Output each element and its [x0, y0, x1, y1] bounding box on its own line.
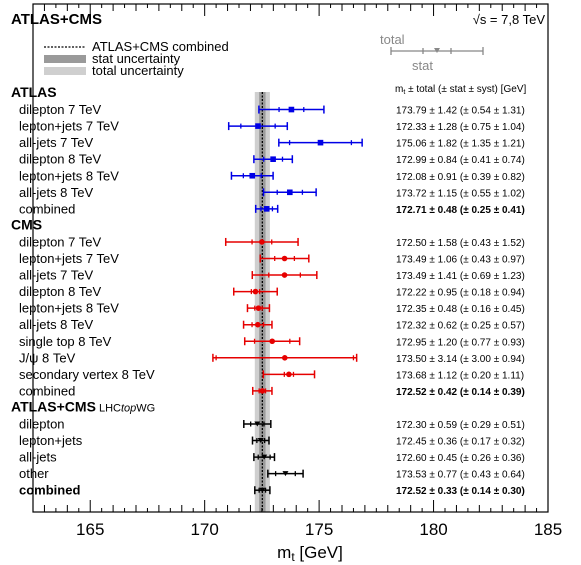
row-label: combined — [19, 483, 80, 498]
data-point — [282, 471, 289, 477]
values-column-header: mt ± total (± stat ± syst) [GeV] — [395, 84, 526, 96]
row-label: secondary vertex 8 TeV — [19, 367, 155, 382]
row-value-text: 173.68 ± 1.12 (± 0.20 ± 1.11) — [396, 370, 524, 381]
row-value-text: 172.60 ± 0.45 (± 0.26 ± 0.36) — [396, 453, 525, 464]
data-point — [269, 338, 275, 345]
row-value-text: 175.06 ± 1.82 (± 1.35 ± 1.21) — [396, 139, 525, 150]
row-label: dilepton 8 TeV — [19, 284, 101, 299]
data-point — [252, 288, 259, 295]
data-point — [257, 438, 264, 444]
group-header: ATLAS+CMS LHCtopWG — [11, 398, 155, 414]
data-point — [261, 454, 268, 460]
data-point — [255, 305, 262, 311]
error-key-marker — [434, 48, 440, 53]
row-value-text: 172.22 ± 0.95 (± 0.18 ± 0.94) — [396, 288, 525, 299]
row-value-text: 173.50 ± 3.14 (± 3.00 ± 0.94) — [396, 354, 525, 365]
row-value-text: 172.30 ± 0.59 (± 0.29 ± 0.51) — [396, 420, 525, 431]
row-label: all-jets — [19, 450, 57, 465]
error-key-stat-label: stat — [412, 58, 433, 73]
data-point — [259, 388, 266, 394]
row-label: lepton+jets — [19, 433, 83, 448]
data-point — [249, 172, 256, 179]
energy-label: √s = 7,8 TeV — [473, 12, 546, 27]
row-label: lepton+jets 7 TeV — [19, 251, 119, 266]
row-value-text: 172.52 ± 0.33 (± 0.14 ± 0.30) — [396, 486, 525, 497]
chart-title: ATLAS+CMS — [11, 11, 102, 28]
row-label: dilepton 7 TeV — [19, 234, 101, 249]
data-point — [254, 321, 261, 328]
data-point — [270, 156, 276, 162]
group-header: ATLAS — [11, 84, 57, 100]
row-label: all-jets 7 TeV — [19, 135, 94, 150]
row-label: all-jets 7 TeV — [19, 268, 94, 283]
row-label: all-jets 8 TeV — [19, 317, 94, 332]
row-label: lepton+jets 8 TeV — [19, 168, 119, 183]
row-label: lepton+jets 7 TeV — [19, 119, 119, 134]
group-header: CMS — [11, 216, 42, 232]
row-value-text: 172.08 ± 0.91 (± 0.39 ± 0.82) — [396, 172, 525, 183]
data-point — [281, 255, 288, 262]
row-value-text: 173.49 ± 1.41 (± 0.69 ± 1.23) — [396, 271, 525, 282]
x-tick-label: 170 — [190, 520, 218, 539]
row-value-text: 172.35 ± 0.48 (± 0.16 ± 0.45) — [396, 304, 525, 315]
row-value-text: 172.32 ± 0.62 (± 0.25 ± 0.57) — [396, 321, 525, 332]
x-tick-label: 175 — [305, 520, 333, 539]
row-label: J/ψ 8 TeV — [19, 350, 76, 365]
x-tick-label: 185 — [534, 520, 562, 539]
x-tick-label: 180 — [419, 520, 447, 539]
data-point — [255, 123, 261, 129]
x-axis-label: mt [GeV] — [277, 543, 343, 564]
row-value-text: 172.71 ± 0.48 (± 0.25 ± 0.41) — [396, 205, 525, 216]
row-label: single top 8 TeV — [19, 334, 112, 349]
row-label: other — [19, 466, 49, 481]
row-label: combined — [19, 201, 75, 216]
data-point — [254, 421, 261, 427]
row-label: lepton+jets 8 TeV — [19, 301, 119, 316]
data-point — [259, 487, 266, 493]
row-label: all-jets 8 TeV — [19, 185, 94, 200]
error-key-total-label: total — [380, 32, 405, 47]
row-label: dilepton 8 TeV — [19, 152, 101, 167]
legend-total-label: total uncertainty — [92, 63, 184, 78]
row-value-text: 172.45 ± 0.36 (± 0.17 ± 0.32) — [396, 437, 525, 448]
row-value-text: 172.52 ± 0.42 (± 0.14 ± 0.39) — [396, 387, 525, 398]
row-value-text: 173.53 ± 0.77 (± 0.43 ± 0.64) — [396, 470, 525, 481]
plot-frame — [32, 3, 549, 513]
row-label: dilepton 7 TeV — [19, 102, 101, 117]
row-value-text: 172.33 ± 1.28 (± 0.75 ± 1.04) — [396, 122, 525, 133]
data-point — [317, 139, 324, 146]
data-point — [263, 206, 270, 212]
row-label: dilepton — [19, 417, 65, 432]
data-point — [288, 106, 295, 113]
row-value-text: 172.50 ± 1.58 (± 0.43 ± 1.52) — [396, 238, 525, 249]
legend-combined-label: ATLAS+CMS combined — [92, 39, 229, 54]
legend-total-swatch — [44, 67, 86, 75]
row-label: combined — [19, 383, 75, 398]
legend-stat-label: stat uncertainty — [92, 51, 181, 66]
row-value-text: 173.49 ± 1.06 (± 0.43 ± 0.97) — [396, 255, 525, 266]
data-point — [281, 272, 288, 278]
row-value-text: 173.79 ± 1.42 (± 0.54 ± 1.31) — [396, 106, 525, 117]
data-point — [259, 239, 265, 245]
x-tick-label: 165 — [76, 520, 104, 539]
data-point — [281, 355, 288, 361]
data-point — [287, 189, 293, 196]
legend-stat-swatch — [44, 55, 86, 63]
row-value-text: 173.72 ± 1.15 (± 0.55 ± 1.02) — [396, 188, 525, 199]
data-point — [286, 371, 292, 378]
row-value-text: 172.99 ± 0.84 (± 0.41 ± 0.74) — [396, 155, 525, 166]
row-value-text: 172.95 ± 1.20 (± 0.77 ± 0.93) — [396, 337, 525, 348]
